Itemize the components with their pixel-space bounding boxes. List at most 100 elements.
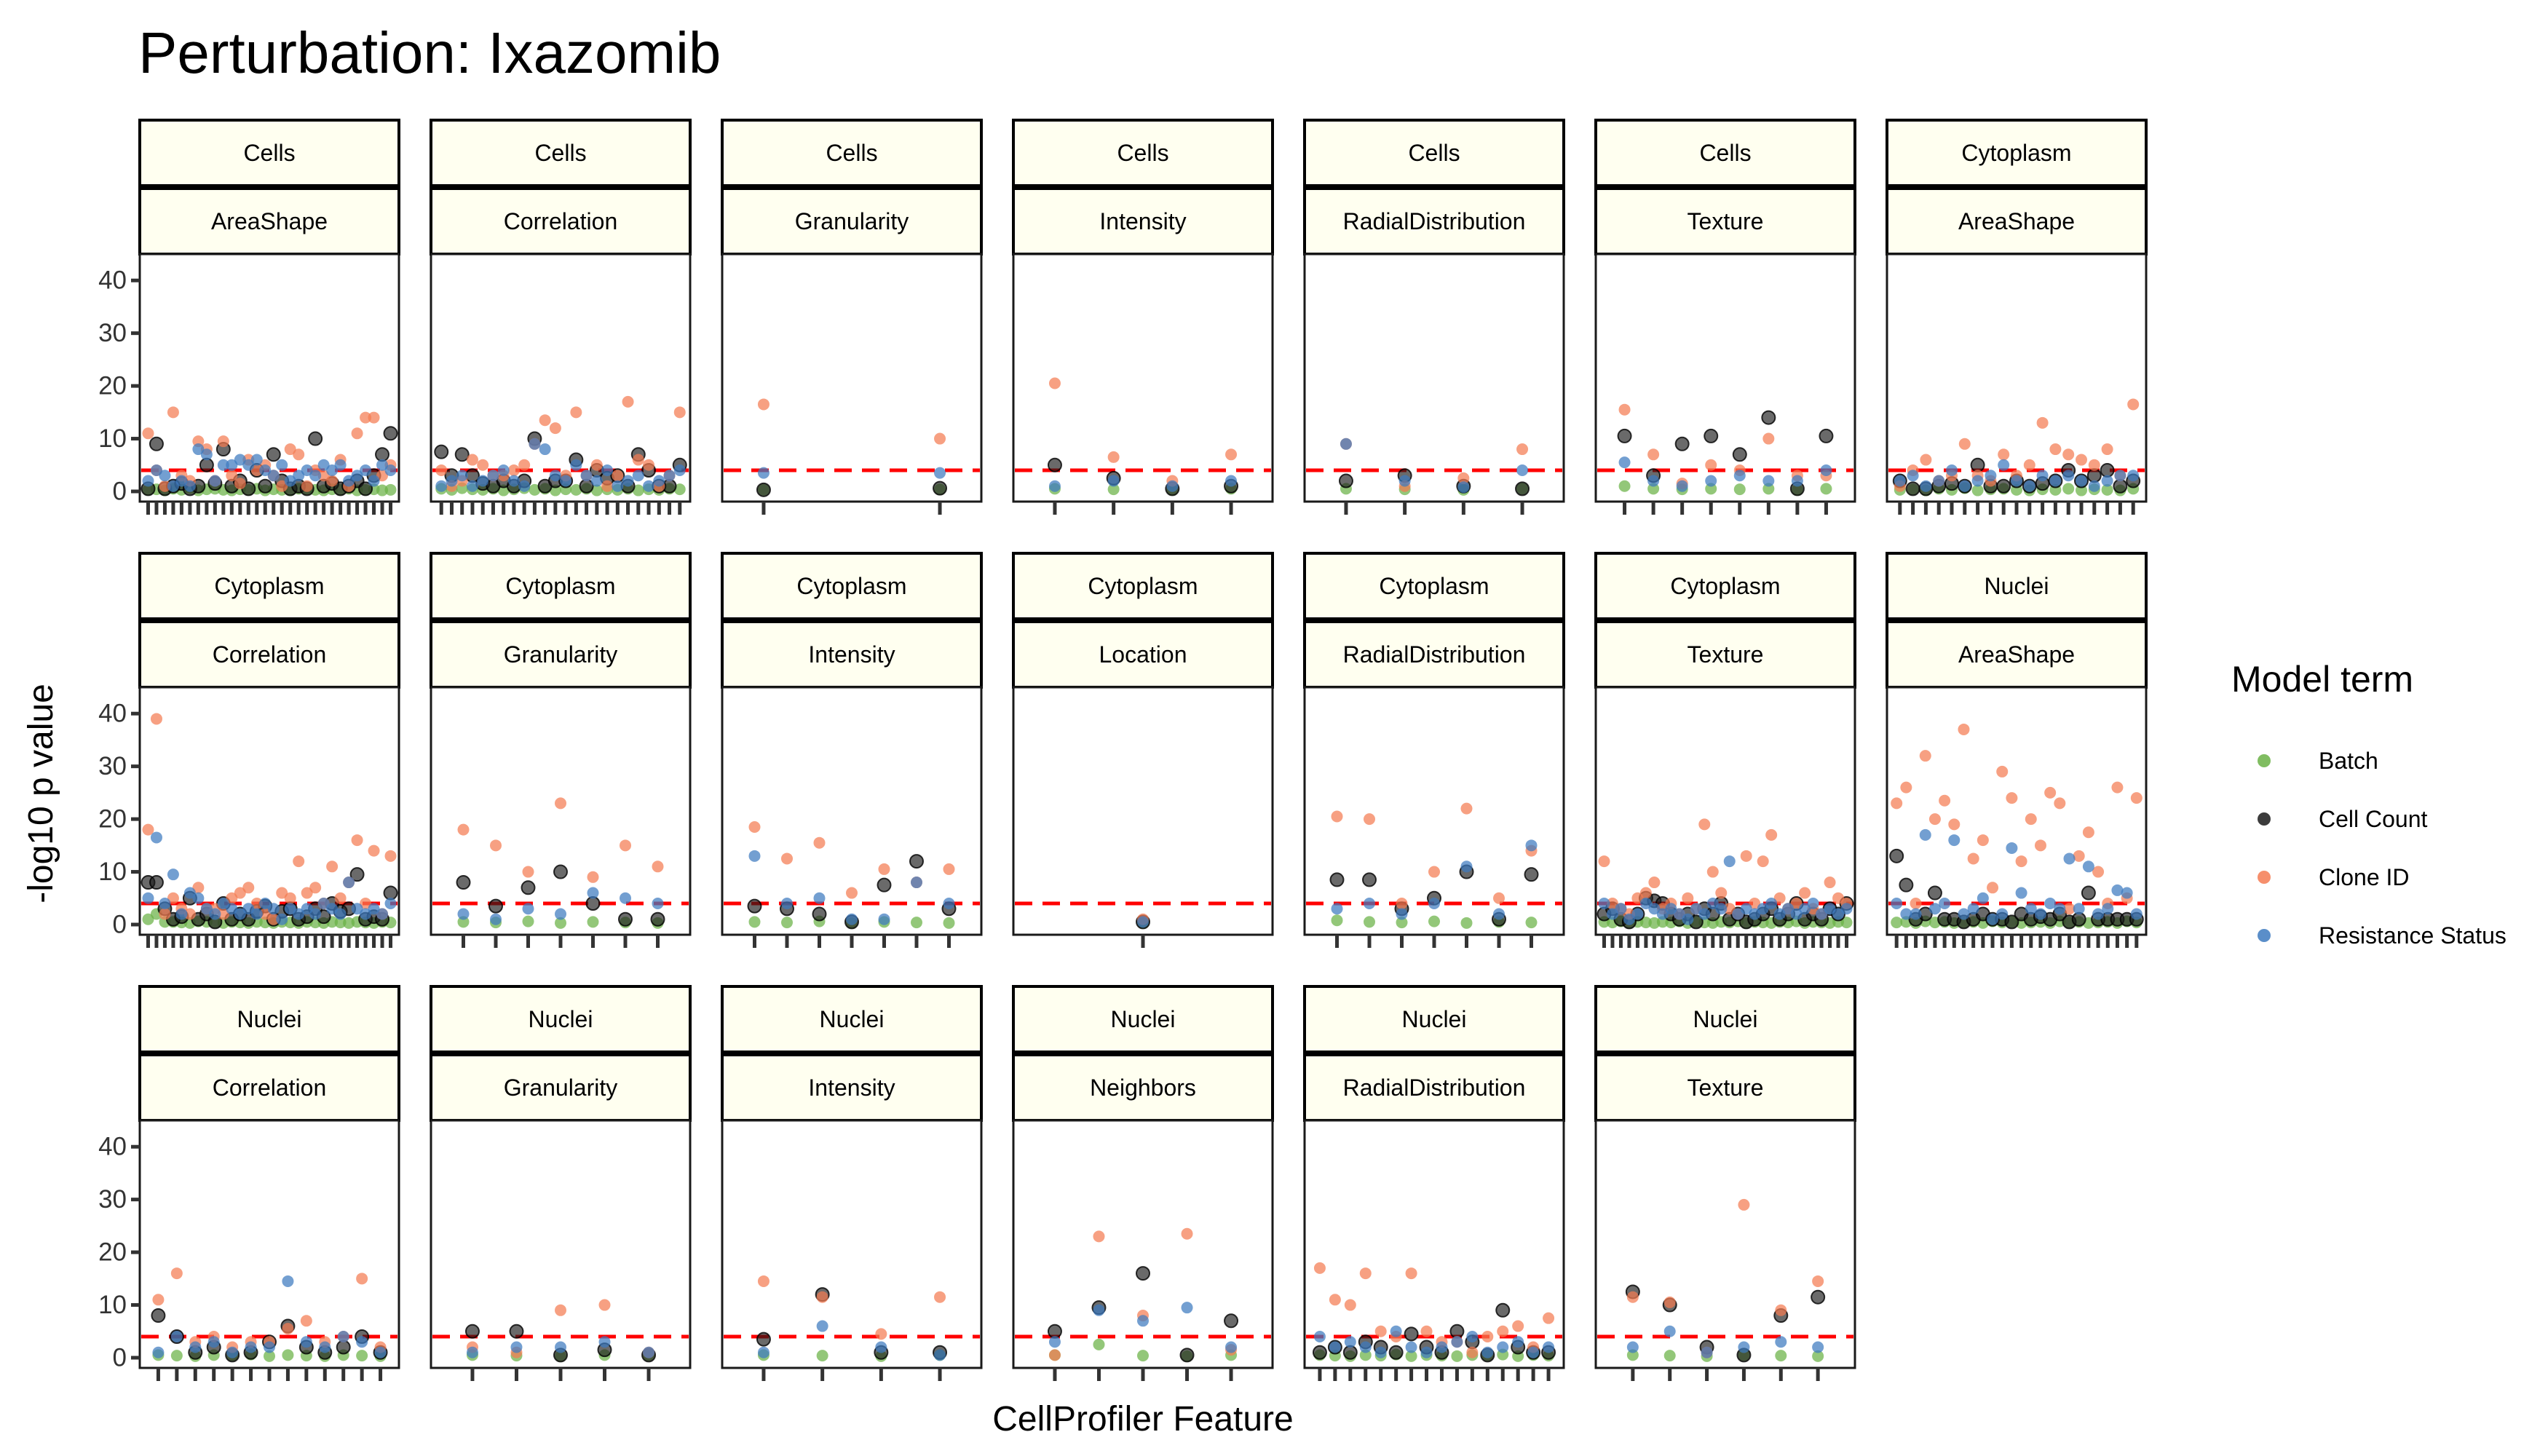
- facet-strip-group: [138, 187, 400, 256]
- data-point-batch: [1451, 1350, 1463, 1362]
- data-point-clone-id: [1928, 813, 1941, 826]
- facet-label-group: RadialDistribution: [1343, 1075, 1526, 1101]
- data-point-resistance: [200, 448, 213, 461]
- facet-label-compartment: Nuclei: [1985, 573, 2049, 599]
- data-point-resistance: [360, 464, 372, 477]
- data-point-resistance: [1773, 908, 1786, 920]
- data-point-resistance: [2036, 470, 2049, 482]
- facet-label-compartment: Cytoplasm: [1088, 573, 1198, 599]
- data-point-resistance: [1451, 1336, 1463, 1348]
- data-point-clone-id: [326, 860, 339, 873]
- data-point-clone-id: [1428, 866, 1440, 878]
- y-tick-label: 10: [98, 424, 127, 453]
- data-point-clone-id: [1225, 448, 1238, 461]
- data-point-cell-count: [933, 480, 948, 496]
- data-point-resistance: [1093, 1304, 1105, 1316]
- data-point-clone-id: [384, 850, 397, 862]
- facet-strip-group: [1012, 1053, 1274, 1122]
- data-point-resistance: [487, 470, 499, 482]
- data-point-cell-count: [383, 885, 398, 901]
- data-point-resistance: [1706, 898, 1719, 910]
- data-point-resistance: [1740, 903, 1752, 915]
- data-point-clone-id: [1048, 377, 1061, 389]
- data-point-batch: [1663, 1350, 1676, 1362]
- plot-area: [1594, 1119, 1856, 1369]
- facet-label-compartment: Nuclei: [1693, 1006, 1758, 1032]
- data-point-resistance: [1919, 828, 1931, 841]
- data-point-clone-id: [1647, 448, 1660, 461]
- data-point-resistance: [1340, 438, 1352, 450]
- data-point-clone-id: [1093, 1230, 1105, 1243]
- facet-label-compartment: Nuclei: [820, 1006, 885, 1032]
- data-point-clone-id: [1967, 852, 1979, 865]
- facet-label-compartment: Cytoplasm: [1670, 573, 1780, 599]
- data-point-cell-count: [1899, 877, 1914, 893]
- data-point-cell-count: [1495, 1302, 1511, 1318]
- facet-label-compartment: Cells: [1699, 140, 1751, 166]
- facet-strip-compartment: [1886, 552, 2148, 620]
- data-point-resistance: [337, 1331, 349, 1343]
- data-point-cell-count: [454, 447, 470, 462]
- chart-title: Perturbation: Ixazomib: [138, 20, 721, 85]
- data-point-clone-id: [601, 480, 614, 492]
- data-point-clone-id: [1107, 451, 1120, 463]
- data-point-resistance: [242, 903, 255, 915]
- facet-label-group: Correlation: [213, 1075, 327, 1101]
- data-point-clone-id: [1706, 866, 1719, 878]
- data-point-batch: [570, 483, 582, 496]
- facet-panel: Nuclei Granularity: [430, 985, 692, 1381]
- data-point-clone-id: [632, 454, 644, 466]
- facet-label-compartment: Cytoplasm: [214, 573, 324, 599]
- data-point-resistance: [748, 850, 761, 862]
- data-point-resistance: [1525, 839, 1538, 852]
- data-point-clone-id: [1773, 892, 1786, 904]
- data-point-clone-id: [673, 406, 686, 419]
- data-point-resistance: [159, 898, 171, 910]
- data-point-clone-id: [267, 913, 280, 925]
- data-point-resistance: [170, 1331, 183, 1343]
- data-point-resistance: [2102, 903, 2114, 915]
- data-point-resistance: [1181, 1302, 1193, 1314]
- data-point-resistance: [368, 475, 380, 487]
- facet-panel: Cytoplasm Texture: [1594, 552, 1856, 948]
- data-point-resistance: [1457, 481, 1470, 494]
- facet-strip-group: [1012, 187, 1274, 256]
- data-point-clone-id: [226, 470, 238, 482]
- facet-label-compartment: Nuclei: [237, 1006, 302, 1032]
- data-point-resistance: [1623, 913, 1635, 925]
- data-point-resistance: [175, 908, 188, 920]
- data-point-cell-count: [812, 906, 827, 922]
- data-point-resistance: [435, 480, 448, 492]
- facet-label-group: AreaShape: [1958, 208, 2075, 234]
- y-axis-title: -log10 p value: [22, 684, 60, 903]
- data-point-resistance: [1816, 908, 1828, 920]
- facet-strip-group: [1886, 187, 2148, 256]
- data-point-clone-id: [301, 887, 313, 899]
- data-point-cell-count: [375, 447, 390, 462]
- data-point-resistance: [652, 898, 664, 910]
- data-point-resistance: [1663, 1325, 1676, 1337]
- data-point-resistance: [622, 475, 634, 487]
- data-point-resistance: [1948, 834, 1961, 847]
- y-tick-label: 40: [98, 266, 127, 295]
- data-point-cell-count: [1338, 473, 1353, 488]
- data-point-cell-count: [2086, 468, 2102, 483]
- data-point-cell-count: [1996, 478, 2011, 494]
- data-point-resistance: [1460, 860, 1473, 873]
- facet-panel: Cytoplasm AreaShape: [1886, 119, 2148, 515]
- data-point-cell-count: [199, 457, 214, 472]
- data-point-resistance: [1615, 903, 1627, 915]
- y-tick-label: 0: [113, 1344, 127, 1372]
- data-point-resistance: [1398, 475, 1411, 487]
- data-point-clone-id: [293, 448, 305, 461]
- y-tick-label: 30: [98, 752, 127, 780]
- data-point-resistance: [374, 1346, 387, 1358]
- data-point-clone-id: [816, 1291, 828, 1303]
- data-point-clone-id: [1682, 892, 1694, 904]
- data-point-resistance: [522, 903, 534, 915]
- data-point-batch: [1331, 914, 1343, 927]
- data-point-cell-count: [756, 482, 771, 497]
- data-point-resistance: [1107, 475, 1120, 487]
- facet-strip-group: [138, 620, 400, 689]
- data-point-resistance: [1900, 908, 1912, 920]
